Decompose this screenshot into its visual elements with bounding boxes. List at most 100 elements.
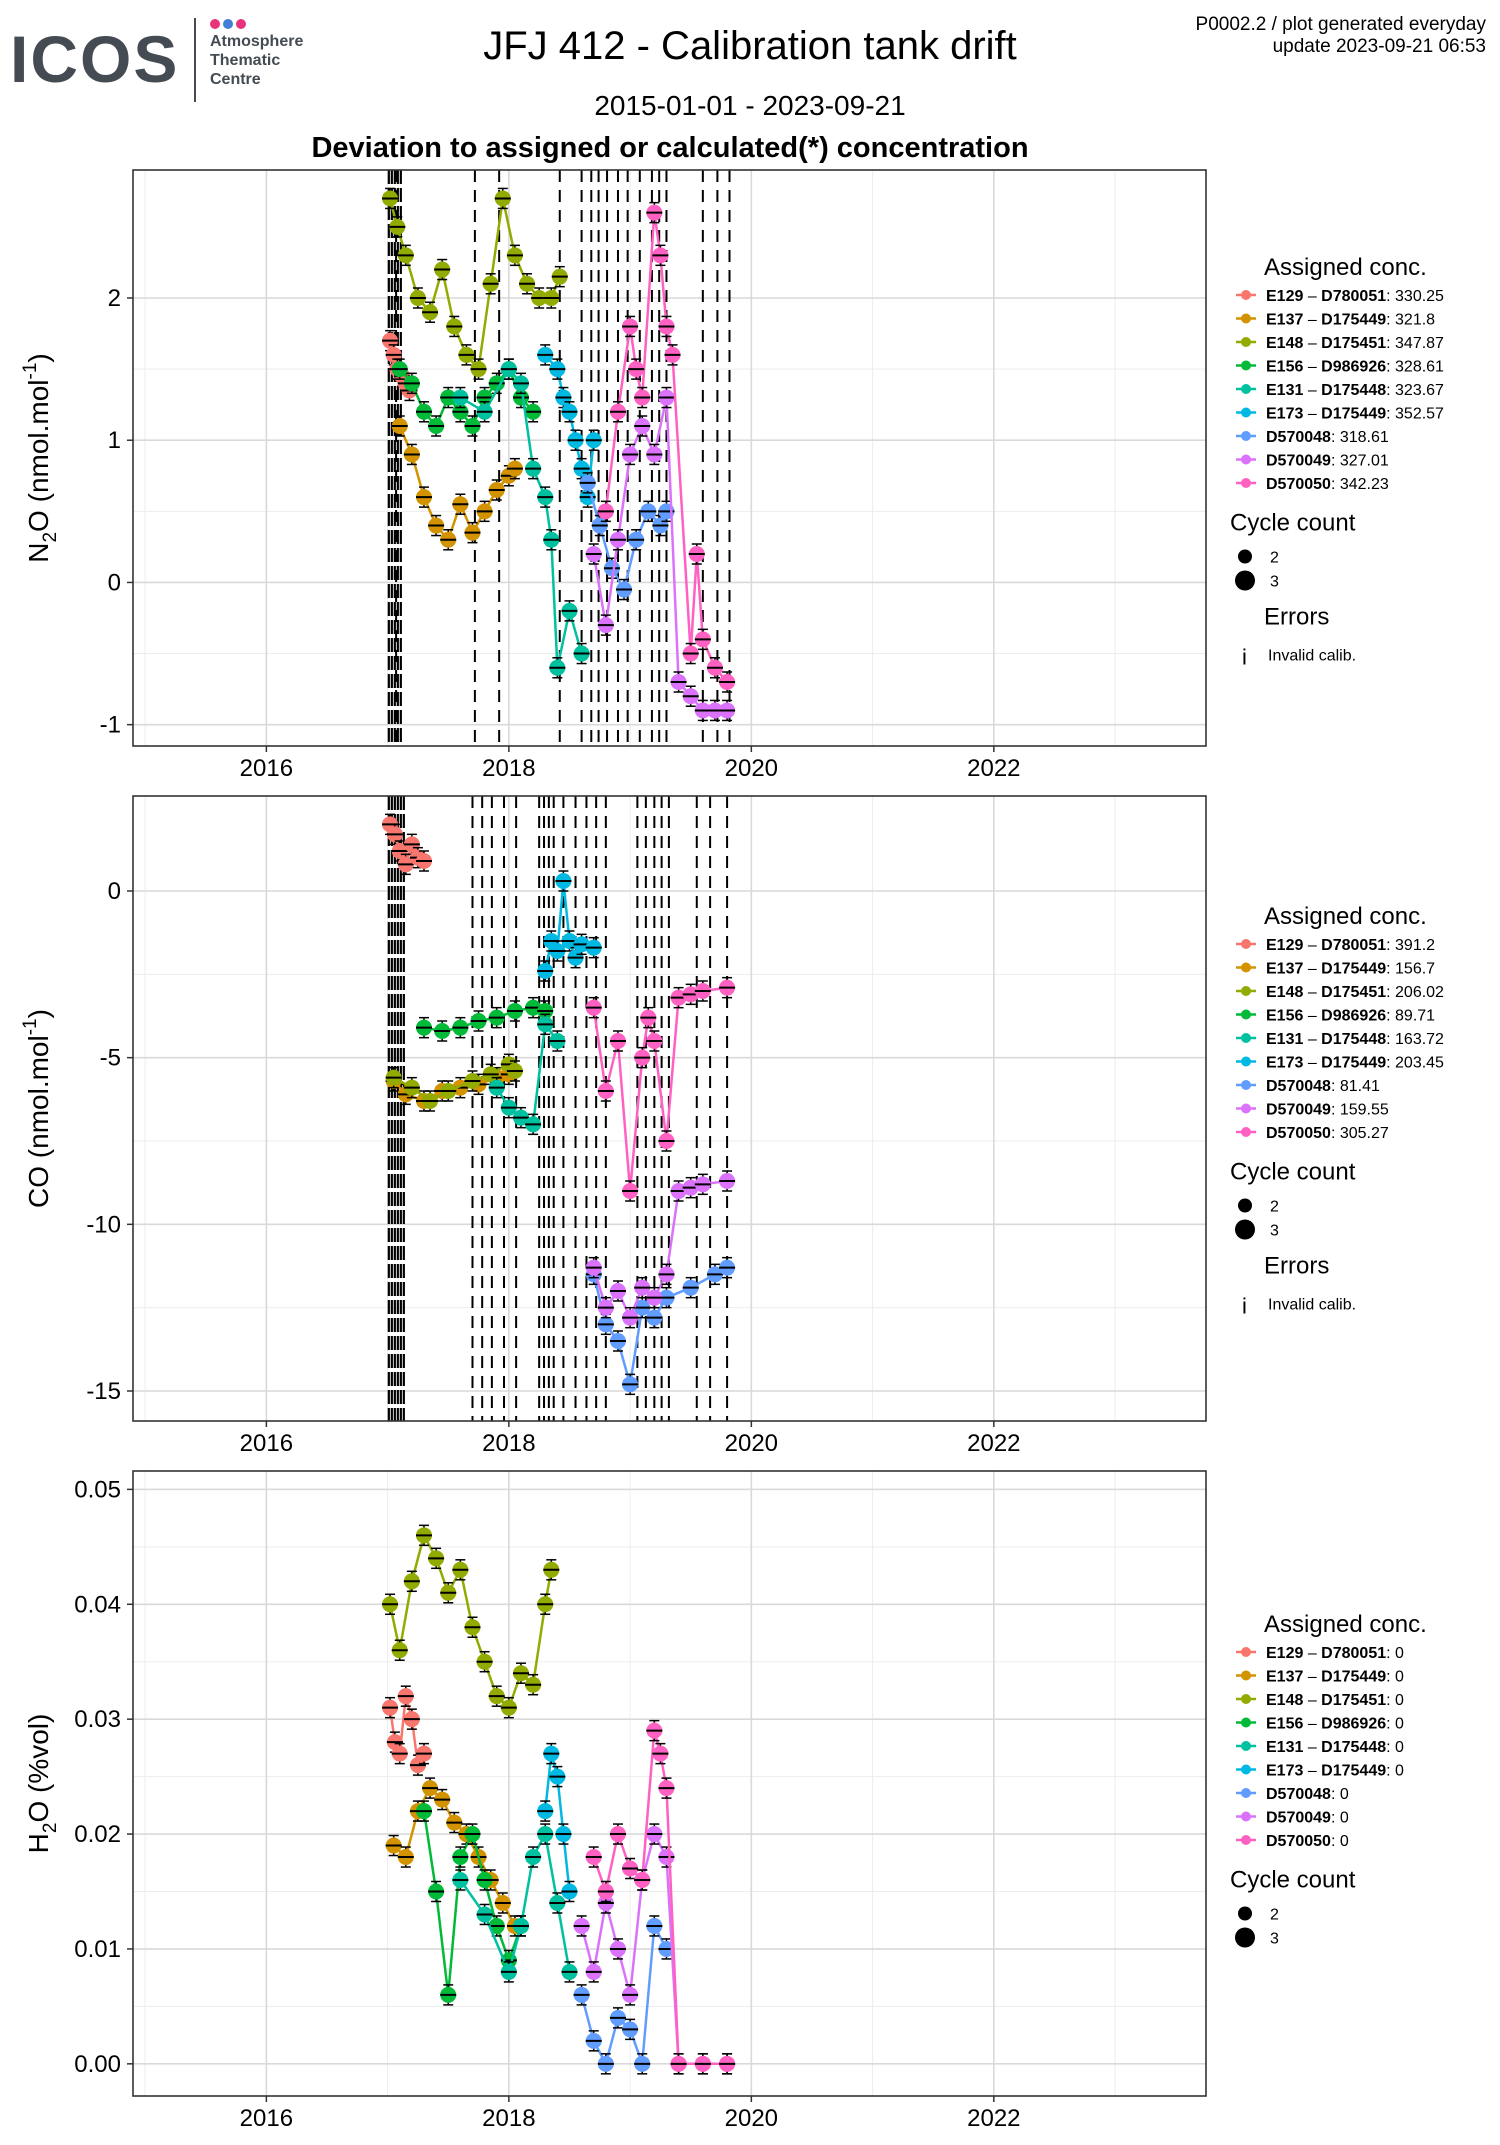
x-tick-label: 2020	[725, 2105, 778, 2132]
legend-label-code: D570048	[1266, 1078, 1331, 1095]
legend-item-D570050: D570050: 342.23	[1236, 476, 1389, 493]
errors-title: Errors	[1264, 604, 1329, 631]
legend-item-E173: E173 – D175449: 203.45	[1236, 1055, 1444, 1072]
legend-title: Assigned conc.	[1264, 254, 1427, 281]
series-E131	[452, 358, 590, 679]
legend-item-E137: E137 – D175449: 156.7	[1236, 961, 1435, 978]
page-title: JFJ 412 - Calibration tank drift	[483, 24, 1017, 68]
legend-key-dot	[1241, 313, 1251, 324]
legend-label-code: E131	[1266, 1739, 1303, 1756]
legend-label-code2: D780051	[1321, 1645, 1386, 1662]
legend-item-D570049: D570049: 327.01	[1236, 453, 1389, 470]
legend-key-dot	[1241, 1009, 1251, 1020]
legend-label-code2: D986926	[1321, 359, 1386, 376]
cycle-key-label: 3	[1270, 574, 1279, 591]
y-tick-label: 1	[108, 427, 121, 454]
cycle-key-small	[1238, 549, 1252, 564]
legend-label-code2: D780051	[1321, 288, 1386, 305]
legend-item-E129: E129 – D780051: 0	[1236, 1645, 1404, 1662]
y-tick-label: -10	[86, 1211, 121, 1238]
y-axis-label-part: H	[23, 1833, 54, 1853]
errors-key-glyph: i	[1242, 645, 1247, 670]
legend-item-label: E173 – D175449: 203.45	[1266, 1055, 1444, 1072]
legend-label-code: E148	[1266, 335, 1303, 352]
legend-label-code2: D175449	[1321, 1055, 1386, 1072]
legend-label-sep: –	[1303, 937, 1321, 954]
legend-item-label: E156 – D986926: 89.71	[1266, 1008, 1435, 1025]
legend-item-D570050: D570050: 0	[1236, 1833, 1349, 1850]
y-tick-label: -1	[100, 712, 121, 739]
cycle-key-large	[1235, 570, 1255, 591]
legend-label-code: D570050	[1266, 1125, 1331, 1142]
legend-label-code: D570049	[1266, 1102, 1331, 1119]
legend-label-value: : 352.57	[1386, 406, 1444, 423]
legend-label-value: : 0	[1331, 1833, 1349, 1850]
legend-item-label: D570050: 305.27	[1266, 1125, 1389, 1142]
legend-key-dot	[1241, 478, 1251, 488]
y-tick-label: 0.04	[74, 1591, 121, 1618]
legend-key-dot	[1241, 1033, 1251, 1043]
cycle-count-title: Cycle count	[1230, 510, 1356, 537]
x-tick-label: 2022	[967, 1430, 1020, 1457]
legend-item-E148: E148 – D175451: 0	[1236, 1692, 1404, 1709]
plot-border	[132, 169, 1207, 747]
y-axis-label: H2O (%vol)	[23, 1714, 61, 1854]
legend-item-label: E148 – D175451: 0	[1266, 1692, 1404, 1709]
legend-label-code: E156	[1266, 359, 1303, 376]
series-D570050	[585, 976, 736, 1202]
legend-label-value: : 0	[1331, 1786, 1349, 1803]
legend-label-code: D570048	[1266, 429, 1331, 446]
y-axis-label-part: CO (nmol.mol	[23, 1035, 54, 1208]
y-axis-label-part: )	[23, 1009, 54, 1018]
legend-label-code: E137	[1266, 1669, 1303, 1686]
legend-item-label: D570048: 81.41	[1266, 1078, 1380, 1095]
legend-label-code: E173	[1266, 406, 1303, 423]
legend-label-sep: –	[1303, 406, 1321, 423]
logo-sub-line-3: Centre	[210, 71, 261, 88]
legend-label-value: : 81.41	[1331, 1078, 1380, 1095]
legend-label-value: : 203.45	[1386, 1055, 1444, 1072]
generation-info: P0002.2 / plot generated everyday update…	[1066, 14, 1486, 58]
legend-label-value: : 0	[1386, 1716, 1404, 1733]
cycle-key-large	[1235, 1927, 1255, 1948]
legend-item-label: E137 – D175449: 156.7	[1266, 961, 1435, 978]
errors-key-glyph: i	[1242, 1294, 1247, 1319]
legend-label-code2: D175448	[1321, 1031, 1386, 1048]
legend-key-dot	[1241, 384, 1251, 394]
y-axis-label-part: O (nmol.mol	[23, 379, 54, 531]
legend-key-dot	[1241, 1103, 1251, 1114]
legend-label-value: : 328.61	[1386, 359, 1444, 376]
legend-key-dot	[1241, 431, 1251, 441]
legend-item-D570050: D570050: 305.27	[1236, 1125, 1389, 1142]
legend-key-dot	[1241, 1127, 1251, 1137]
legend-item-label: E131 – D175448: 323.67	[1266, 382, 1444, 399]
legend-key-dot	[1241, 962, 1251, 973]
errors-item-label: Invalid calib.	[1268, 1297, 1356, 1314]
legend-item-D570049: D570049: 159.55	[1236, 1102, 1389, 1119]
x-tick-label: 2016	[240, 755, 293, 782]
cycle-key-label: 2	[1270, 1907, 1279, 1924]
legend-label-code2: D175448	[1321, 1739, 1386, 1756]
legend-item-E148: E148 – D175451: 206.02	[1236, 984, 1444, 1001]
legend-item-E131: E131 – D175448: 323.67	[1236, 382, 1444, 399]
legend-key-dot	[1241, 454, 1251, 465]
legend-label-code: E173	[1266, 1763, 1303, 1780]
legend-label-sep: –	[1303, 1669, 1321, 1686]
x-tick-label: 2018	[482, 2105, 535, 2132]
generation-info-line-2: update 2023-09-21 06:53	[1272, 36, 1486, 57]
legend-item-E131: E131 – D175448: 163.72	[1236, 1031, 1444, 1048]
legend-item-label: E131 – D175448: 0	[1266, 1739, 1404, 1756]
y-tick-label: 0.03	[74, 1706, 121, 1733]
series-E129	[382, 813, 432, 876]
chart-panel-2: 2016 2018 2020 2022 -15 -10 -5 0 CO (nmol.mol-1)	[20, 795, 1207, 1457]
legend-key-dot	[1241, 360, 1251, 371]
cycle-key-label: 3	[1270, 1223, 1279, 1240]
legend-label-value: : 0	[1386, 1692, 1404, 1709]
legend-key-dot	[1241, 407, 1251, 418]
legend-item-E173: E173 – D175449: 0	[1236, 1763, 1404, 1780]
y-tick-label: 0.05	[74, 1476, 121, 1503]
legend-label-code: E129	[1266, 937, 1303, 954]
series-E129	[382, 1685, 432, 1776]
